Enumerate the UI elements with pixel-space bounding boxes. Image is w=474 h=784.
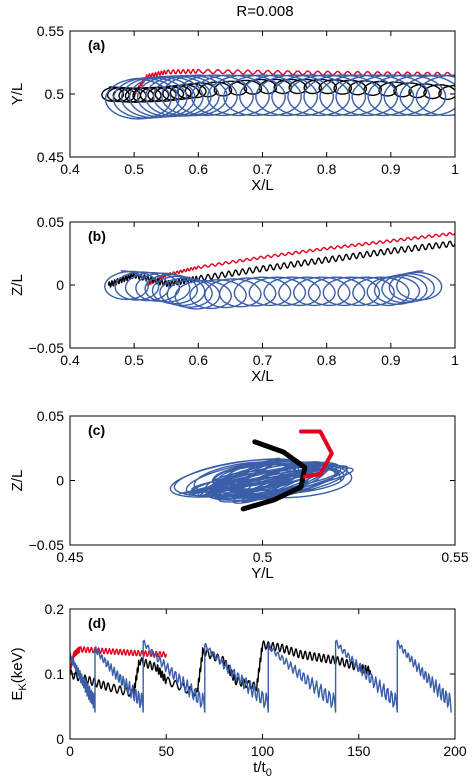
panel-d-traces (70, 639, 452, 713)
x-tick-label: 0.55 (441, 549, 468, 565)
y-tick-label: 0.05 (37, 408, 64, 424)
y-tick-label: 0.55 (37, 23, 64, 39)
y-axis-label: EK(keV) (9, 647, 29, 700)
panel-b-series-blue (104, 270, 443, 310)
panel-b: 0.4 0.5 0.6 0.7 0.8 0.9 1 −0.05 0 0.05 (b) X/L Z/L (9, 214, 459, 385)
panel-d: 0 50 100 150 200 0 0.1 0.2 (d) t/t0 EK(keV) (9, 601, 467, 779)
x-tick-label: 0.5 (124, 161, 144, 177)
y-axis-label: Y/L (9, 83, 26, 106)
x-axis-label: X/L (251, 177, 274, 194)
panel-c-series-blue (169, 457, 354, 504)
y-tick-label: 0.05 (37, 214, 64, 230)
panel-label: (a) (88, 37, 105, 53)
panel-b-series-black (107, 240, 455, 288)
x-tick-label: 1 (451, 161, 459, 177)
y-axis-label: Z/L (9, 274, 26, 296)
x-tick-label: 0.4 (60, 352, 80, 368)
x-axis-label: X/L (251, 368, 274, 385)
y-tick-label: 0.1 (45, 666, 65, 682)
panel-b-traces (104, 232, 455, 310)
panel-label: (d) (88, 615, 106, 631)
y-tick-label: 0 (56, 473, 64, 489)
y-tick-label: 0 (56, 277, 64, 293)
x-tick-label: 0.5 (253, 549, 273, 565)
y-tick-label: −0.05 (29, 537, 65, 553)
x-axis-label: Y/L (251, 565, 274, 582)
panel-c-frame (69, 415, 456, 546)
panel-c-series-red (299, 429, 334, 479)
panel-c-traces (169, 429, 354, 512)
panel-a: 0.4 0.5 0.6 0.7 0.8 0.9 1 0.45 0.5 0.55 (a) X/L Y/L (9, 23, 459, 194)
x-tick-label: 0.7 (253, 352, 273, 368)
panel-d-series-blue (70, 639, 452, 713)
x-tick-label: 1 (451, 352, 459, 368)
x-tick-label: 0.4 (60, 161, 80, 177)
panel-c-series-black (240, 439, 308, 512)
y-tick-label: 0 (56, 731, 64, 747)
figure-title: R=0.008 (236, 3, 293, 20)
x-tick-label: 0.6 (189, 352, 209, 368)
x-tick-label: 0.9 (381, 352, 401, 368)
x-tick-label: 0.45 (56, 549, 83, 565)
x-tick-label: 0.8 (317, 352, 337, 368)
y-axis-label: Z/L (9, 470, 26, 492)
x-tick-label: 50 (158, 743, 174, 759)
x-tick-label: 200 (443, 743, 467, 759)
x-tick-label: 150 (347, 743, 371, 759)
panel-label: (b) (88, 228, 106, 244)
x-tick-label: 0.7 (253, 161, 273, 177)
y-tick-label: −0.05 (29, 340, 65, 356)
x-tick-label: 0.8 (317, 161, 337, 177)
panel-c: 0.45 0.5 0.55 −0.05 0 0.05 (c) Y/L Z/L (9, 408, 469, 582)
x-axis-label: t/t0 (253, 759, 272, 779)
panel-label: (c) (88, 422, 105, 438)
y-tick-label: 0.45 (37, 149, 64, 165)
x-tick-label: 100 (251, 743, 275, 759)
x-tick-label: 0.6 (189, 161, 209, 177)
x-tick-label: 0.5 (124, 352, 144, 368)
y-tick-label: 0.2 (45, 601, 65, 617)
panel-a-series-blue (104, 74, 455, 120)
x-tick-label: 0.9 (381, 161, 401, 177)
x-tick-label: 0 (66, 743, 74, 759)
y-tick-label: 0.5 (45, 86, 65, 102)
panel-a-traces (101, 68, 455, 120)
